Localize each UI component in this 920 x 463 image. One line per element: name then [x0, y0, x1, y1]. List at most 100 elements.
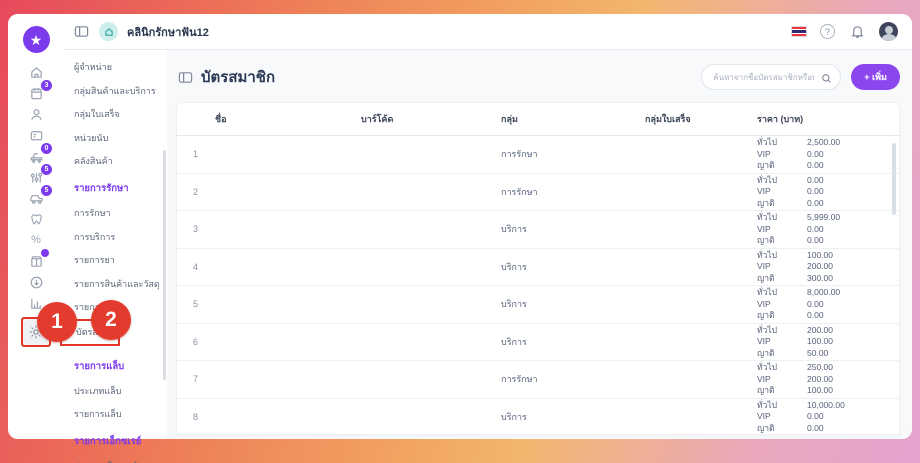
- menu-item-รายการแล็บ[interactable]: รายการแล็บ: [74, 409, 122, 419]
- row-number: 7: [193, 374, 199, 385]
- price-cell: ทั่วไป 5,999.00 VIP 0.00 ญาติ 0.00: [757, 212, 899, 246]
- price-line: ทั่วไป 10,000.00: [757, 399, 845, 410]
- menu-item-คลังสินค้า[interactable]: คลังสินค้า: [74, 156, 113, 166]
- patient-icon[interactable]: [27, 106, 45, 122]
- price-line: VIP 0.00: [757, 223, 824, 234]
- row-number: 4: [193, 261, 199, 272]
- price-cell: ทั่วไป 10,000.00 VIP 0.00 ญาติ 0.00: [757, 400, 899, 434]
- price-line: VIP 100.00: [757, 336, 833, 347]
- menu-item-การบริการ[interactable]: การบริการ: [74, 231, 116, 242]
- search-input[interactable]: [701, 64, 842, 90]
- price-line: ทั่วไป 8,000.00: [757, 287, 841, 298]
- menu-section-รายการแล็บ: รายการแล็บ: [74, 360, 125, 372]
- price-line: ญาติ 0.00: [757, 160, 824, 171]
- price-line: VIP 0.00: [757, 148, 824, 159]
- page-title: บัตรสมาชิก: [176, 65, 275, 89]
- col-receipt-group: กลุ่มใบเสร็จ: [645, 114, 691, 124]
- table-row[interactable]: 2 การรักษา ทั่วไป 0.00 VIP 0.00 ญาติ 0.00: [177, 174, 899, 211]
- clinic-home-icon[interactable]: [99, 22, 118, 41]
- thai-flag-icon[interactable]: [791, 26, 807, 37]
- row-number: 8: [193, 411, 199, 422]
- topbar: คลินิกรักษาฟัน12 ?: [64, 14, 912, 50]
- search-icon: [821, 71, 832, 89]
- delivery-badge: 5: [41, 185, 52, 196]
- group-cell: การรักษา: [501, 149, 538, 160]
- percent-discount-icon[interactable]: %: [31, 234, 41, 246]
- table-row[interactable]: 7 การรักษา ทั่วไป 250.00 VIP 200.00 ญาติ 100.…: [177, 361, 899, 399]
- group-cell: การรักษา: [501, 186, 538, 197]
- home-icon[interactable]: [27, 64, 45, 80]
- price-line: VIP 200.00: [757, 261, 833, 272]
- table-row[interactable]: 1 การรักษา ทั่วไป 2,500.00 VIP 0.00 ญาติ 0.00: [177, 136, 899, 174]
- menu-item-หน่วยนับ[interactable]: หน่วยนับ: [74, 132, 109, 143]
- group-cell: บริการ: [501, 261, 527, 272]
- notifications-bell-icon[interactable]: [848, 24, 866, 40]
- stats-badge: 5: [41, 164, 52, 175]
- menu-item-การรักษา[interactable]: การรักษา: [74, 208, 111, 218]
- app-window: ★ 3 0: [8, 14, 912, 463]
- menu-item-รายการสินค้าและวัสดุ[interactable]: รายการสินค้าและวัสดุ: [74, 278, 160, 289]
- sidebar-scrollbar[interactable]: [163, 150, 166, 380]
- delivery-car-icon[interactable]: 5: [27, 185, 52, 206]
- user-avatar[interactable]: [879, 22, 898, 41]
- group-cell: การรักษา: [501, 374, 538, 385]
- members-table-card: ชื่อ บาร์โค้ด กลุ่ม กลุ่มใบเสร็จ ราคา (บ…: [176, 102, 900, 435]
- icon-rail: ★ 3 0: [8, 14, 77, 439]
- price-line: VIP 0.00: [757, 298, 824, 309]
- group-cell: บริการ: [501, 411, 527, 422]
- menu-section-รายการเอ็กซเรย์: รายการเอ็กซเรย์: [74, 436, 142, 447]
- menu-item-รายการยา[interactable]: รายการยา: [74, 255, 115, 265]
- menu-item-กลุ่มสินค้าและบริการ[interactable]: กลุ่มสินค้าและบริการ: [74, 85, 156, 96]
- help-icon[interactable]: ?: [820, 24, 835, 39]
- table-row[interactable]: 8 บริการ ทั่วไป 10,000.00 VIP 0.00 ญาติ 0.00: [177, 399, 899, 435]
- col-group: กลุ่ม: [501, 114, 518, 124]
- price-cell: ทั่วไป 200.00 VIP 100.00 ญาติ 50.00: [757, 325, 899, 359]
- menu-item-ประเภทเอ็กซเรย์[interactable]: ประเภทเอ็กซเรย์: [74, 459, 167, 463]
- price-line: ญาติ 0.00: [757, 310, 824, 321]
- dental-chair-icon[interactable]: 0: [27, 143, 52, 164]
- tooth-icon[interactable]: [27, 211, 45, 227]
- settings-annotation-box: 1: [21, 302, 77, 347]
- table-header-row: ชื่อ บาร์โค้ด กลุ่ม กลุ่มใบเสร็จ ราคา (บ…: [177, 103, 899, 136]
- price-line: ญาติ 0.00: [757, 422, 824, 433]
- app-logo-star-icon[interactable]: ★: [22, 26, 50, 53]
- col-price: ราคา (บาท): [757, 114, 804, 124]
- dental-chair-badge: 0: [41, 143, 52, 154]
- menu-item-ผู้จำหน่าย[interactable]: ผู้จำหน่าย: [74, 62, 113, 72]
- sidebar-menu: ผู้จำหน่ายกลุ่มสินค้าและบริการกลุ่มใบเสร…: [60, 50, 167, 463]
- table-row[interactable]: 6 บริการ ทั่วไป 200.00 VIP 100.00 ญาติ 50.00: [177, 324, 899, 361]
- price-line: ญาติ 50.00: [757, 347, 829, 358]
- price-line: ญาติ 0.00: [757, 197, 824, 208]
- row-number: 6: [193, 336, 199, 347]
- sidebar-toggle-icon[interactable]: [72, 24, 90, 40]
- member-card-icon: [176, 69, 194, 85]
- package-dot-badge: [41, 249, 49, 257]
- add-button[interactable]: + เพิ่ม: [851, 64, 900, 90]
- annotation-step-1: 1: [37, 302, 77, 342]
- price-line: ทั่วไป 100.00: [757, 249, 833, 260]
- package-icon[interactable]: [27, 249, 49, 269]
- stats-sliders-icon[interactable]: 5: [27, 164, 52, 185]
- table-row[interactable]: 3 บริการ ทั่วไป 5,999.00 VIP 0.00 ญาติ 0.00: [177, 211, 899, 249]
- import-download-icon[interactable]: [27, 274, 45, 290]
- price-line: ญาติ 300.00: [757, 272, 833, 283]
- table-row[interactable]: 5 บริการ ทั่วไป 8,000.00 VIP 0.00 ญาติ 0.00: [177, 286, 899, 324]
- menu-item-ประเภทแล็บ[interactable]: ประเภทแล็บ: [74, 385, 122, 396]
- table-row[interactable]: 4 บริการ ทั่วไป 100.00 VIP 200.00 ญาติ 300.00: [177, 249, 899, 286]
- price-cell: ทั่วไป 0.00 VIP 0.00 ญาติ 0.00: [757, 175, 899, 209]
- price-line: VIP 200.00: [757, 373, 833, 384]
- menu-section-รายการรักษา: รายการรักษา: [74, 183, 129, 194]
- price-cell: ทั่วไป 250.00 VIP 200.00 ญาติ 100.00: [757, 362, 899, 396]
- table-scrollbar[interactable]: [892, 143, 896, 215]
- main-content: บัตรสมาชิก + เพิ่ม: [167, 50, 912, 439]
- price-line: VIP 0.00: [757, 186, 824, 197]
- booking-badge: 3: [41, 80, 52, 91]
- col-name: ชื่อ: [215, 114, 227, 124]
- annotation-step-2: 2: [91, 299, 131, 340]
- records-card-icon[interactable]: [27, 127, 45, 143]
- booking-icon[interactable]: 3: [27, 80, 52, 101]
- menu-item-กลุ่มใบเสร็จ[interactable]: กลุ่มใบเสร็จ: [74, 109, 120, 119]
- report-chart-icon[interactable]: [27, 295, 45, 311]
- menu-item-บัตรสมาชิก[interactable]: บัตรสมาชิก2: [60, 299, 131, 346]
- price-line: ญาติ 0.00: [757, 235, 824, 246]
